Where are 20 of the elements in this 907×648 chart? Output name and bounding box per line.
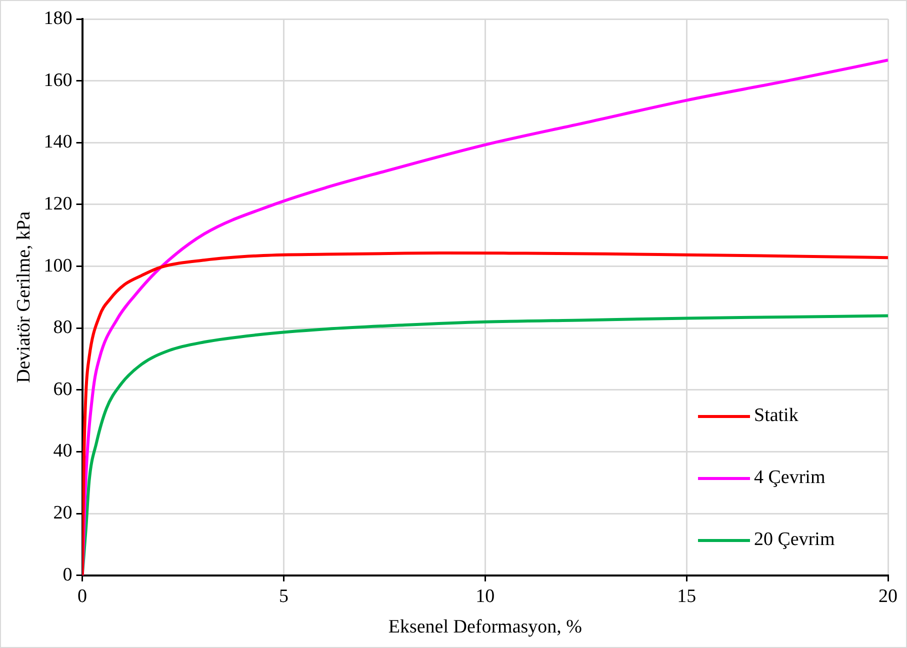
- y-tick-label: 120: [44, 193, 72, 214]
- x-tick-label: 20: [878, 586, 898, 607]
- x-tick-label: 0: [78, 586, 88, 607]
- legend-label: 20 Çevrim: [754, 529, 835, 552]
- x-tick-label: 15: [677, 586, 696, 607]
- y-tick-label: 80: [53, 317, 72, 338]
- legend-label: Statik: [754, 405, 798, 428]
- y-tick-label: 0: [62, 564, 72, 586]
- x-tick-label: 10: [476, 586, 495, 607]
- legend-label: 4 Çevrim: [754, 467, 826, 490]
- y-tick-label: 40: [53, 440, 72, 462]
- x-axis-title: Eksenel Deformasyon, %: [388, 616, 582, 638]
- y-tick-label: 60: [53, 378, 72, 400]
- y-tick-label: 140: [44, 132, 72, 153]
- y-tick-label: 180: [44, 8, 72, 29]
- y-tick-label: 100: [44, 255, 72, 276]
- y-tick-label: 20: [53, 502, 72, 524]
- y-tick-label: 160: [44, 70, 72, 91]
- x-tick-label: 5: [278, 586, 288, 607]
- y-axis-title: Deviatör Gerilme, kPa: [13, 210, 34, 383]
